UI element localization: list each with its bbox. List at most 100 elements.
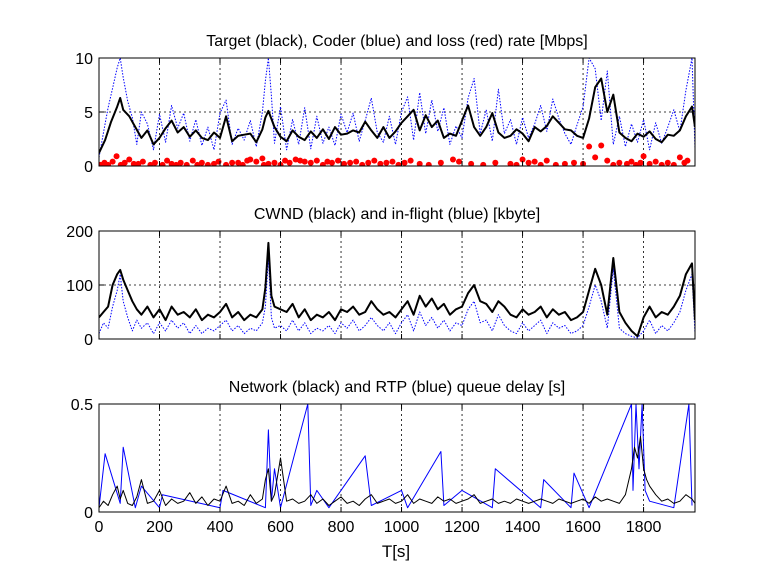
series-loss-point	[507, 160, 514, 166]
y-tick-label: 5	[84, 105, 93, 122]
series-rtp-line	[99, 404, 693, 509]
series-loss-point	[341, 160, 348, 166]
series-group	[99, 404, 695, 509]
series-loss-point	[253, 158, 260, 165]
series-loss-point	[640, 153, 647, 160]
series-loss-point	[684, 157, 691, 164]
series-loss-point	[570, 159, 577, 166]
series-loss-point	[347, 159, 354, 166]
chart-title: Network (black) and RTP (blue) queue del…	[229, 379, 565, 396]
series-loss-point	[335, 157, 342, 164]
series-loss-point	[126, 156, 133, 163]
series-loss-point	[365, 159, 372, 166]
series-loss-point	[328, 159, 335, 166]
series-loss-point	[215, 158, 222, 165]
series-loss-point	[389, 158, 396, 165]
x-tick-label: 1000	[384, 519, 420, 536]
series-loss-point	[265, 160, 272, 166]
x-tick-label: 400	[207, 519, 234, 536]
x-tick-label: 1800	[626, 519, 662, 536]
series-loss-point	[676, 154, 683, 161]
series-loss-point	[537, 161, 544, 166]
y-tick-label: 10	[75, 51, 93, 68]
y-tick-label: 0	[84, 505, 93, 522]
series-loss-point	[633, 161, 640, 166]
series-loss-point	[183, 161, 190, 166]
series-loss-point	[189, 157, 196, 164]
series-loss-point	[139, 158, 146, 165]
x-tick-label: 1200	[444, 519, 480, 536]
series-loss-point	[313, 157, 320, 164]
chart-title: CWND (black) and in-flight (blue) [kbyte…	[254, 206, 540, 223]
series-loss-point	[604, 157, 611, 164]
series-loss-point	[416, 160, 423, 166]
plot-area	[99, 404, 695, 512]
series-target-line	[99, 77, 695, 154]
series-loss-point	[282, 157, 289, 164]
series-loss-point	[637, 159, 644, 166]
series-loss-point	[395, 161, 402, 166]
series-loss-point	[135, 160, 142, 166]
series-loss-point	[194, 161, 201, 166]
series-loss-point	[456, 158, 463, 165]
series-loss-point	[121, 159, 128, 166]
series-loss-point	[260, 161, 267, 166]
series-loss-point	[658, 161, 665, 166]
series-loss-point	[468, 160, 475, 166]
series-network-line	[99, 435, 695, 508]
chart-panel-2: 0 100 200 CWND (black) and in-flight (blue)…	[66, 206, 696, 349]
series-loss-point	[151, 159, 158, 166]
series-loss-point	[646, 160, 653, 166]
series-loss-point	[492, 159, 499, 166]
x-tick-label: 0	[95, 519, 104, 536]
series-loss-point	[616, 159, 623, 166]
series-loss-point	[109, 158, 116, 165]
y-tick-label: 0.5	[71, 397, 93, 414]
series-loss-point	[159, 161, 166, 166]
series-loss-point	[235, 159, 242, 166]
series-loss-point	[610, 161, 617, 166]
series-loss-point	[147, 161, 154, 166]
series-loss-point	[552, 161, 559, 166]
series-loss-point	[377, 160, 384, 166]
series-loss-point	[239, 161, 246, 166]
series-loss-point	[198, 159, 205, 166]
series-cwnd-line	[99, 241, 695, 338]
series-loss-point	[425, 161, 432, 166]
series-loss-point	[449, 156, 456, 163]
y-tick-label: 0	[84, 159, 93, 176]
series-loss-point	[628, 158, 635, 165]
series-loss-point	[401, 159, 408, 166]
series-loss-point	[259, 155, 266, 162]
series-loss-point	[407, 157, 414, 164]
series-loss-point	[307, 159, 314, 166]
series-loss-point	[271, 159, 278, 166]
axes-box	[98, 403, 696, 513]
series-loss-point	[292, 156, 299, 163]
series-loss-point	[480, 161, 487, 166]
series-loss-point	[105, 161, 112, 166]
series-loss-point	[204, 161, 211, 166]
series-loss-point	[592, 154, 599, 161]
series-loss-point	[525, 159, 532, 166]
series-loss-point	[383, 159, 390, 166]
series-loss-point	[670, 161, 677, 166]
series-loss-point	[168, 160, 175, 166]
series-loss-point	[297, 157, 304, 164]
x-tick-label: 200	[146, 519, 173, 536]
series-loss-point	[229, 159, 236, 166]
series-loss-point	[223, 161, 230, 166]
series-loss-point	[247, 156, 254, 163]
series-loss-point	[324, 158, 331, 165]
chart-panel-1: 0 5 10 Target (black), Coder (blue) and los…	[75, 33, 696, 176]
series-loss-point	[210, 160, 217, 166]
series-loss-point	[371, 157, 378, 164]
x-tick-label: 600	[267, 519, 294, 536]
series-loss-point	[513, 161, 520, 166]
series-loss-point	[359, 161, 366, 166]
y-tick-label: 200	[66, 224, 93, 241]
series-loss-point	[586, 143, 593, 150]
y-tick-label: 0	[84, 332, 93, 349]
series-loss-point	[353, 158, 360, 165]
